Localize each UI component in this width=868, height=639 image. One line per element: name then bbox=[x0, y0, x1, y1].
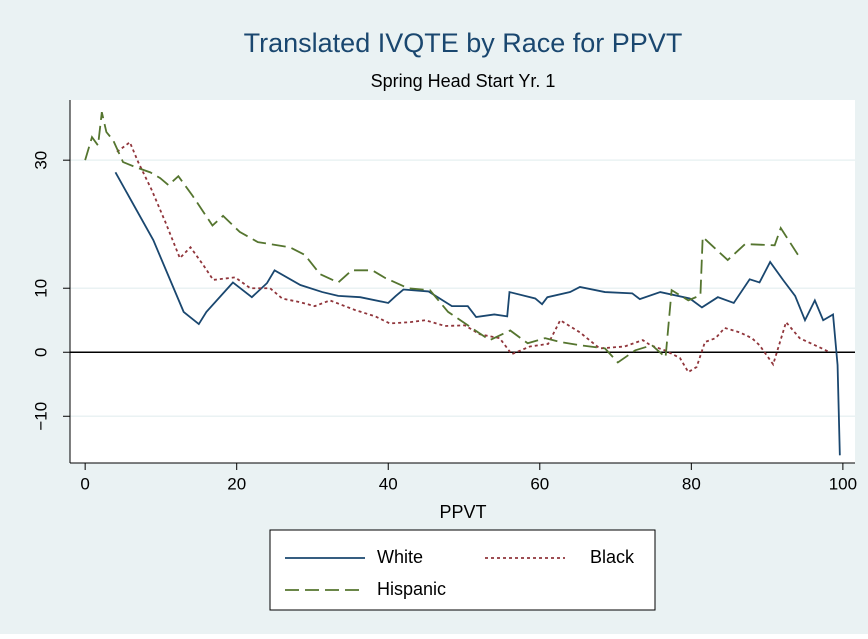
plot-area bbox=[70, 100, 855, 463]
x-tick-label: 80 bbox=[682, 474, 701, 493]
y-tick-label: 0 bbox=[31, 348, 50, 357]
x-tick-label: 60 bbox=[530, 474, 549, 493]
legend-label: Hispanic bbox=[377, 579, 446, 599]
series-line bbox=[114, 171, 841, 456]
chart-title: Translated IVQTE by Race for PPVT bbox=[244, 28, 683, 58]
legend-label: White bbox=[377, 547, 423, 567]
legend-box bbox=[269, 529, 656, 611]
x-tick-label: 0 bbox=[80, 474, 89, 493]
chart-subtitle: Spring Head Start Yr. 1 bbox=[371, 71, 556, 91]
y-tick-label: −10 bbox=[31, 402, 50, 431]
x-tick-label: 40 bbox=[379, 474, 398, 493]
legend-label: Black bbox=[590, 547, 635, 567]
x-tick-label: 20 bbox=[227, 474, 246, 493]
y-tick-label: 10 bbox=[31, 279, 50, 298]
x-axis-label: PPVT bbox=[439, 502, 486, 522]
series-line bbox=[84, 111, 801, 364]
y-tick-label: 30 bbox=[31, 151, 50, 170]
x-tick-label: 100 bbox=[829, 474, 857, 493]
